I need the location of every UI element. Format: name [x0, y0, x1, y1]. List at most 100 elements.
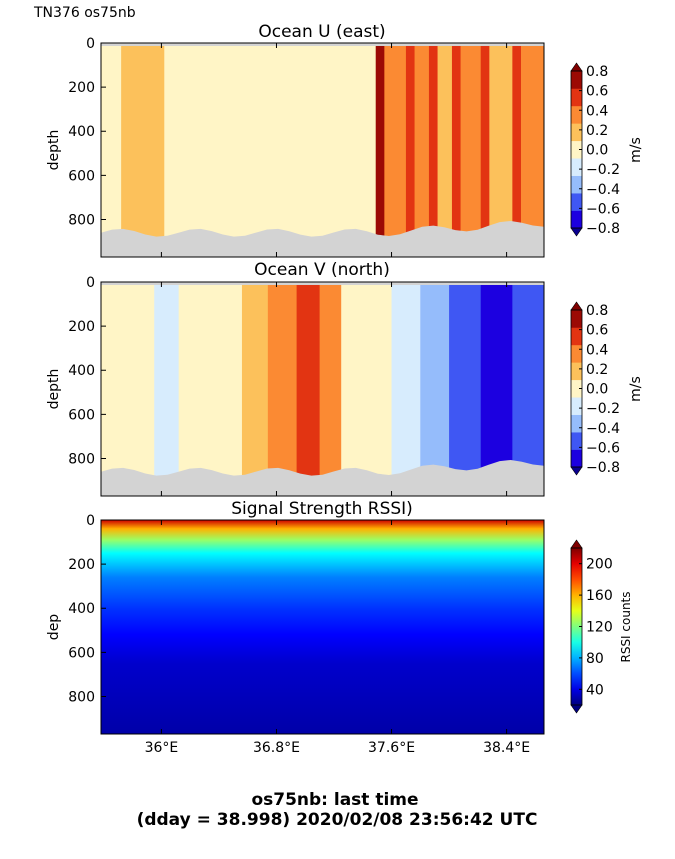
colorbar-tick-label: −0.6: [586, 201, 620, 217]
colorbar-tick-label: 200: [586, 557, 613, 573]
heatmap-cell: [460, 43, 482, 257]
colorbar-swatch: [571, 327, 582, 346]
y-tick-label: 600: [68, 407, 95, 423]
heatmap-field: [101, 520, 544, 734]
heatmap-cell: [384, 43, 407, 257]
colorbar: 0.8 0.6 0.4 0.2 0.0 −0.2 −0.4 −0.6 −0.8: [570, 62, 620, 237]
heatmap-cell: [414, 43, 430, 257]
panel-title: Ocean V (north): [254, 260, 390, 280]
y-tick-label: 600: [68, 645, 95, 661]
heatmap-cell: [101, 282, 155, 496]
y-tick-label: 400: [68, 363, 95, 379]
heatmap-cell: [375, 43, 385, 257]
colorbar-tick-label: −0.4: [586, 182, 620, 198]
colorbar-tick-label: 0.2: [586, 362, 608, 378]
plot-frame: [100, 281, 545, 497]
heatmap-cell: [420, 282, 450, 496]
y-tick-label: 200: [68, 80, 95, 96]
heatmap-cell: [178, 282, 220, 496]
y-tick-label: 600: [68, 168, 95, 184]
colorbar-label: RSSI counts: [619, 591, 633, 662]
colorbar-swatch: [571, 379, 582, 398]
heatmap-cell: [267, 282, 298, 496]
colorbar-tick-label: 80: [586, 651, 604, 667]
colorbar-swatch: [571, 362, 582, 381]
heatmap-cell: [437, 43, 453, 257]
colorbar-tick-label: 0.8: [586, 303, 608, 319]
colorbar-swatch: [571, 140, 582, 159]
x-axis-ticks: [160, 282, 508, 496]
footer-line-1: os75nb: last time: [251, 790, 418, 810]
colorbar-tick-label: −0.6: [586, 440, 620, 456]
heatmap-cell: [334, 43, 377, 257]
heatmap-cell: [296, 282, 321, 496]
heatmap-cell: [283, 43, 335, 257]
heatmap-cell: [164, 43, 206, 257]
panel-title: Signal Strength RSSI): [231, 499, 413, 519]
colorbar-extend-arrow: [570, 539, 583, 549]
colorbar-tick-label: 0.8: [586, 64, 608, 80]
colorbar-tick-label: −0.8: [586, 221, 620, 237]
y-axis-label: dep: [46, 614, 62, 641]
panel-rssi: Signal Strength RSSI) 0 200 400 600 800 36°E…: [46, 499, 633, 756]
colorbar-swatch: [571, 449, 582, 468]
y-tick-label: 0: [86, 275, 95, 291]
heatmap-cell: [101, 520, 544, 734]
colorbar-tick-label: 0.4: [586, 342, 608, 358]
panel-ocean-v: Ocean V (north) 0 200 400 600 800 depth 0.8 0…: [46, 260, 644, 497]
heatmap-cell: [218, 282, 243, 496]
colorbar-label: m/s: [628, 137, 644, 163]
heatmap-cell: [480, 43, 490, 257]
heatmap-field: [101, 282, 545, 496]
y-axis: 0 200 400 600 800: [68, 36, 106, 228]
y-tick-label: 400: [68, 601, 95, 617]
heatmap-cell: [391, 282, 421, 496]
colorbar-tick-label: −0.8: [586, 460, 620, 476]
heatmap-cell: [451, 43, 462, 257]
y-tick-label: 0: [86, 36, 95, 52]
colorbar-swatch: [571, 105, 582, 124]
colorbar-extend-arrow: [570, 227, 583, 237]
colorbar-swatch: [571, 158, 582, 176]
colorbar-swatch: [571, 397, 582, 415]
heatmap-cell: [405, 43, 416, 257]
y-axis: 0 200 400 600 800: [68, 513, 106, 705]
colorbar-swatch: [571, 123, 582, 142]
y-tick-label: 800: [68, 689, 95, 705]
colorbar-extend-arrow: [570, 301, 583, 311]
y-axis: 0 200 400 600 800: [68, 275, 106, 467]
colorbar: 0.8 0.6 0.4 0.2 0.0 −0.2 −0.4 −0.6 −0.8: [570, 301, 620, 476]
colorbar-swatch: [571, 344, 582, 363]
y-tick-label: 400: [68, 124, 95, 140]
y-axis-label: depth: [46, 369, 62, 410]
heatmap-cell: [341, 282, 368, 496]
x-tick-label: 36.8°E: [253, 740, 300, 756]
x-axis-ticks: [160, 43, 508, 257]
y-tick-label: 200: [68, 319, 95, 335]
heatmap-cell: [428, 43, 439, 257]
colorbar-tick-label: 0.0: [586, 143, 608, 159]
footer-line-2: (dday = 38.998) 2020/02/08 23:56:42 UTC: [137, 810, 538, 830]
colorbar-tick-label: 0.4: [586, 103, 608, 119]
y-tick-label: 800: [68, 451, 95, 467]
colorbar-swatch: [571, 175, 582, 194]
colorbar-tick-label: 0.2: [586, 123, 608, 139]
bad-data-mask: [101, 282, 544, 285]
bad-data-mask: [101, 460, 544, 496]
figure-header: TN376 os75nb: [33, 5, 136, 21]
colorbar-tick-label: 0.6: [586, 323, 608, 339]
colorbar-tick-label: −0.2: [586, 401, 620, 417]
heatmap-cell: [512, 282, 545, 496]
colorbar-swatch: [571, 310, 582, 328]
x-tick-label: 36°E: [145, 740, 179, 756]
colorbar-tick-label: −0.2: [586, 162, 620, 178]
heatmap-cell: [319, 282, 342, 496]
y-tick-label: 0: [86, 513, 95, 529]
heatmap-cell: [520, 43, 545, 257]
colorbar-swatch: [571, 71, 582, 89]
heatmap-cell: [101, 43, 122, 257]
colorbar-swatch: [571, 88, 582, 107]
colorbar-tick-label: 0.0: [586, 382, 608, 398]
